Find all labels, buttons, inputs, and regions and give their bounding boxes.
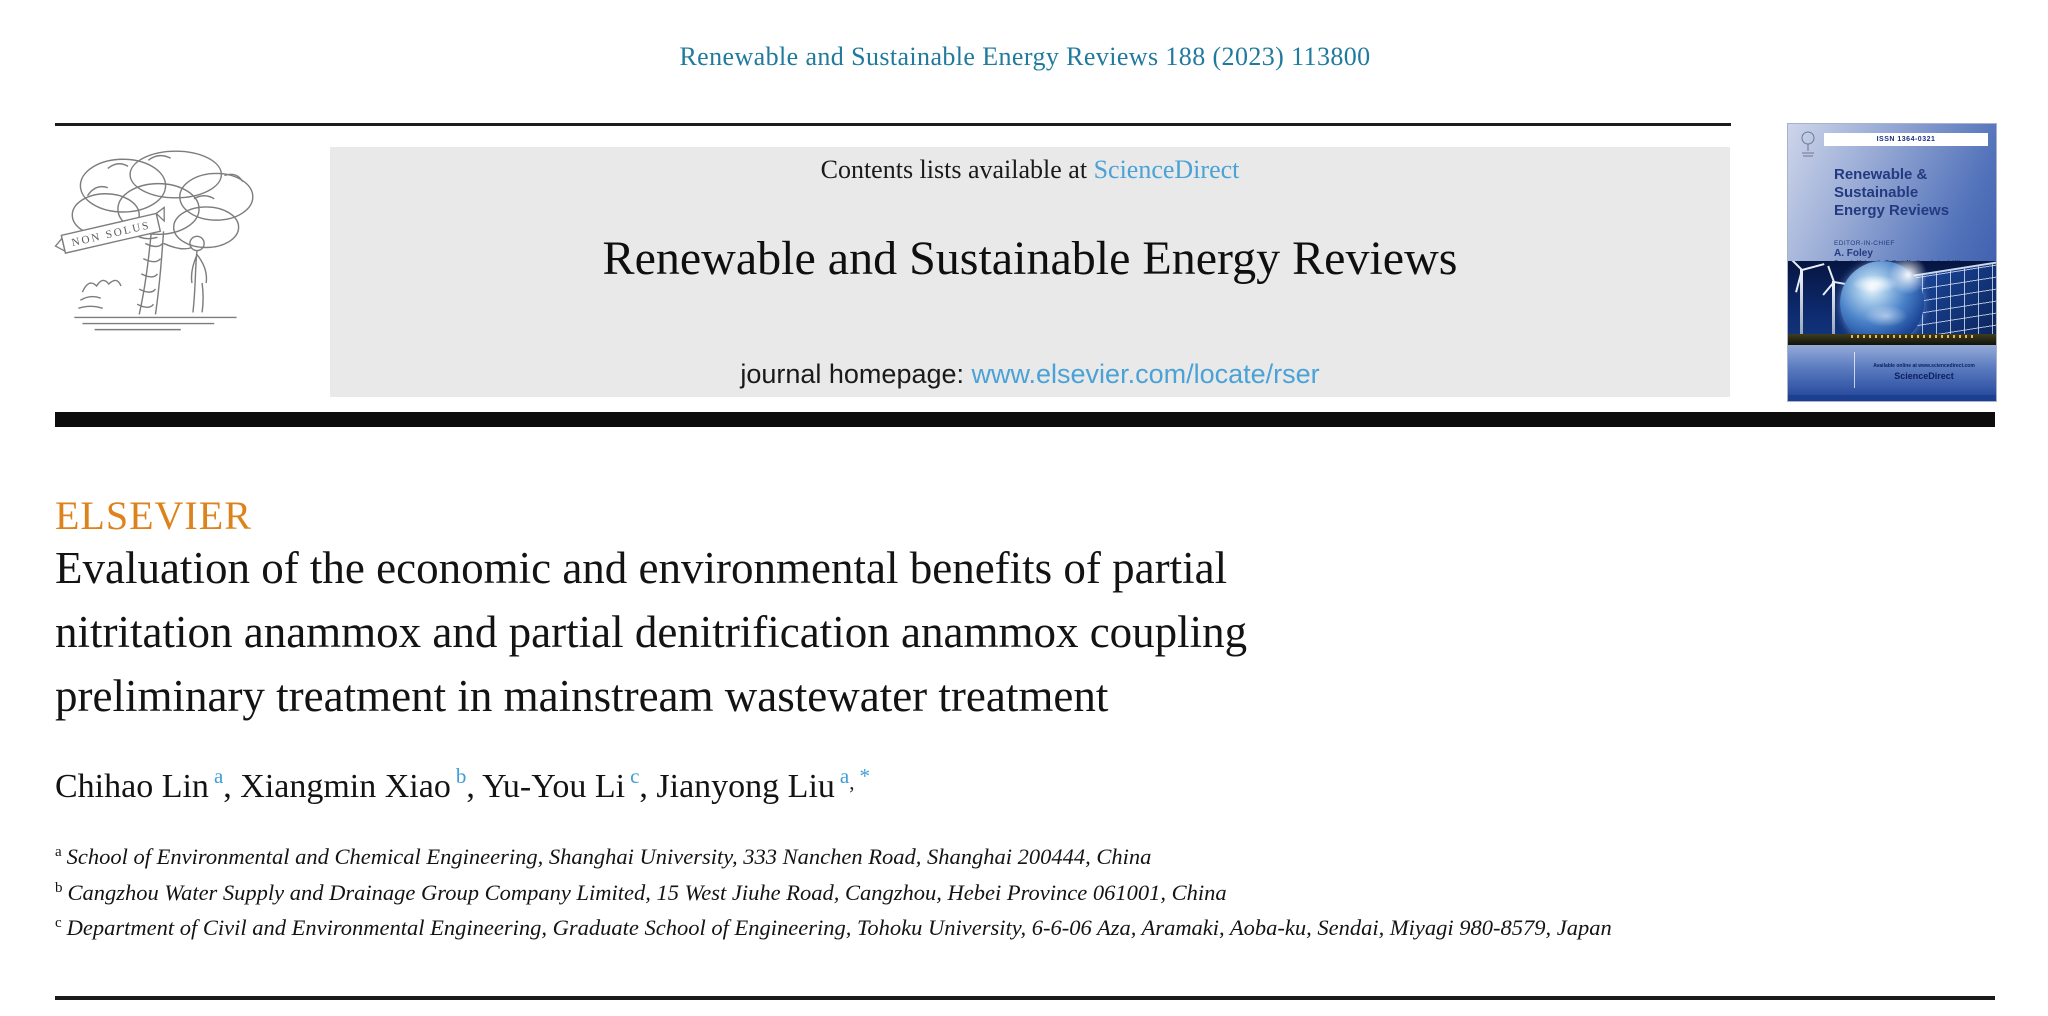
affiliation-sup: a <box>55 844 62 860</box>
author-affil-ref[interactable]: a <box>213 764 224 788</box>
sun-glint-graphic <box>1886 261 1930 297</box>
cover-issn: ISSN 1364-0321 <box>1876 136 1936 143</box>
cover-ground-strip <box>1788 334 1996 345</box>
elsevier-tree-logo: NON SOLUS <box>54 150 254 331</box>
contents-line: Contents lists available at ScienceDirec… <box>330 155 1730 185</box>
bottom-rule <box>55 996 1995 1000</box>
authors-line: Chihao Lin a, Xiangmin Xiao b, Yu-You Li c,… <box>55 764 1855 806</box>
wind-turbine-graphic <box>1788 261 1825 339</box>
homepage-url-link[interactable]: www.elsevier.com/locate/rser <box>971 359 1320 389</box>
cover-editor-name: A. Foley <box>1834 248 1873 259</box>
cover-footer-strip <box>1788 395 1996 401</box>
journal-cover-thumbnail[interactable]: ISSN 1364-0321 Renewable & Sustainable E… <box>1787 123 1997 402</box>
cover-editor-label: EDITOR-IN-CHIEF <box>1834 240 1895 247</box>
cover-photo-collage <box>1788 261 1996 345</box>
homepage-label: journal homepage: <box>740 359 972 389</box>
author-name: Chihao Lin <box>55 768 209 805</box>
article-title: Evaluation of the economic and environme… <box>55 536 1755 728</box>
elsevier-logo-block: NON SOLUS ELSEVIER <box>52 140 270 538</box>
cover-title-line: Renewable & <box>1834 166 1928 183</box>
journal-citation-link[interactable]: Renewable and Sustainable Energy Reviews… <box>679 42 1371 71</box>
sciencedirect-link[interactable]: ScienceDirect <box>1093 155 1240 184</box>
homepage-line: journal homepage: www.elsevier.com/locat… <box>330 359 1730 390</box>
cover-available-line: Available online at www.sciencedirect.co… <box>1873 363 1975 369</box>
affiliation: b Cangzhou Water Supply and Drainage Grou… <box>55 877 1830 913</box>
author-separator: , <box>639 768 657 805</box>
author-separator: , <box>223 768 241 805</box>
affiliations-block: a School of Environmental and Chemical En… <box>55 841 1830 948</box>
corresponding-author-mark[interactable]: * <box>859 764 870 788</box>
cover-journal-title: Renewable & Sustainable Energy Reviews <box>1834 166 1949 220</box>
cover-sciencedirect-brand: ScienceDirect <box>1894 371 1954 381</box>
affiliation-text: Department of Civil and Environmental En… <box>66 915 1612 940</box>
author-name: Yu-You Li <box>482 768 626 805</box>
wind-turbine-graphic <box>1822 265 1851 337</box>
article-title-line: nitritation anammox and partial denitrif… <box>55 607 1248 657</box>
affiliation: c Department of Civil and Environmental E… <box>55 912 1830 948</box>
cover-title-line: Sustainable <box>1834 184 1919 201</box>
cover-issn-bar: ISSN 1364-0321 <box>1824 133 1988 146</box>
article-title-line: Evaluation of the economic and environme… <box>55 543 1228 593</box>
journal-name: Renewable and Sustainable Energy Reviews <box>602 232 1458 285</box>
elsevier-wordmark: ELSEVIER <box>55 493 252 538</box>
sup-comma: , <box>849 770 855 794</box>
cover-sciencedirect-band: Available online at www.sciencedirect.co… <box>1788 345 1996 395</box>
contents-line-prefix: Contents lists available at <box>820 155 1094 184</box>
affiliation-sup: c <box>55 915 62 931</box>
journal-header-box: Contents lists available at ScienceDirec… <box>330 147 1730 397</box>
cover-title-line: Energy Reviews <box>1834 202 1950 219</box>
author-affil-ref[interactable]: b <box>455 764 467 788</box>
affiliation: a School of Environmental and Chemical En… <box>55 841 1830 877</box>
author-affil-ref[interactable]: c <box>630 764 640 788</box>
top-rule <box>55 123 1731 126</box>
article-title-line: preliminary treatment in mainstream wast… <box>55 671 1109 721</box>
author-name: Jianyong Liu <box>656 768 835 805</box>
cover-elsevier-mark-icon <box>1801 131 1815 157</box>
header-divider-bar <box>55 412 1995 427</box>
author-affil-ref[interactable]: a <box>839 764 850 788</box>
author-name: Xiangmin Xiao <box>240 768 451 805</box>
author-separator: , <box>466 768 483 805</box>
affiliation-text: Cangzhou Water Supply and Drainage Group… <box>67 879 1227 905</box>
affiliation-text: School of Environmental and Chemical Eng… <box>66 844 1152 869</box>
affiliation-sup: b <box>55 879 63 896</box>
